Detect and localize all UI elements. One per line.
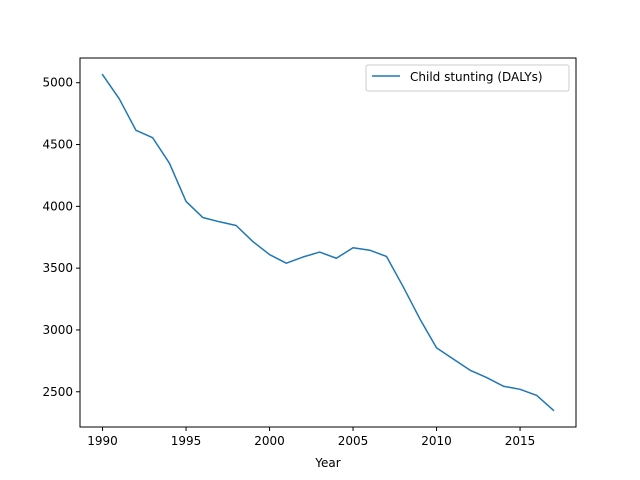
x-tick-label: 2000 (254, 434, 285, 448)
plot-frame (79, 57, 577, 428)
y-tick-label: 4500 (42, 138, 73, 152)
y-axis-ticks: 2500 3000 3500 4000 4500 5000 (42, 76, 80, 399)
y-tick-label: 2500 (42, 385, 73, 399)
legend-label: Child stunting (DALYs) (410, 70, 543, 84)
x-axis-label: Year (314, 456, 340, 470)
y-tick-label: 3500 (42, 261, 73, 275)
legend: Child stunting (DALYs) (365, 64, 570, 92)
series-layer (101, 73, 555, 412)
legend-box (365, 64, 570, 92)
x-tick-label: 1995 (171, 434, 202, 448)
y-tick-label: 3000 (42, 323, 73, 337)
series-line (101, 73, 555, 412)
y-tick-label: 5000 (42, 76, 73, 90)
x-tick-label: 2015 (505, 434, 536, 448)
y-tick-label: 4000 (42, 199, 73, 213)
x-tick-label: 2010 (421, 434, 452, 448)
x-axis-ticks: 1990 1995 2000 2005 2010 2015 (87, 427, 535, 448)
x-tick-label: 2005 (338, 434, 369, 448)
x-tick-label: 1990 (87, 434, 118, 448)
